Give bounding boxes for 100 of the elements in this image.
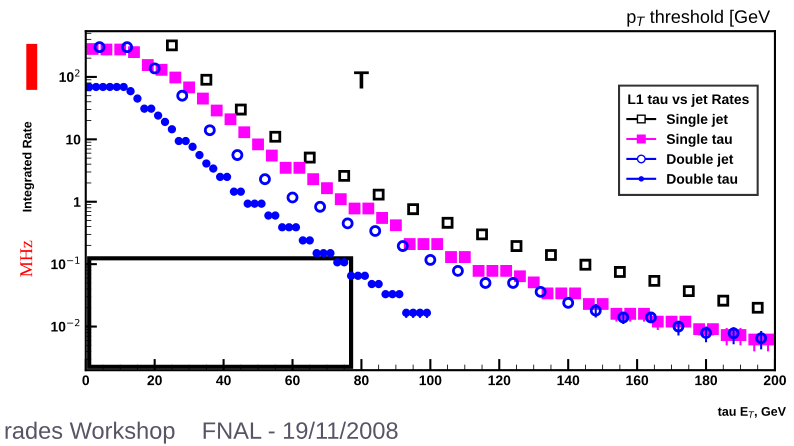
point (121, 41, 134, 54)
point (284, 223, 294, 232)
point (376, 212, 388, 224)
y-tick-label: 10$^{−1}$ (51, 256, 80, 270)
point (388, 290, 397, 298)
y-tick-label: 1 (74, 197, 81, 207)
x-tick-label: 60 (285, 375, 300, 386)
point (319, 248, 328, 258)
chart-title: p$_{T}$ threshold [GeV (627, 10, 770, 27)
x-tick-label: 40 (216, 375, 231, 386)
point (700, 327, 712, 339)
point (176, 90, 188, 102)
point (555, 287, 568, 300)
x-tick-label: 100 (420, 375, 442, 386)
point (728, 327, 740, 340)
point (569, 287, 581, 300)
point (94, 41, 106, 54)
point (294, 162, 306, 174)
point (452, 264, 464, 277)
legend-label: Single jet (666, 114, 728, 127)
point (648, 274, 660, 287)
point (418, 238, 430, 250)
y-tick-label: 10$^{2}$ (60, 69, 80, 82)
x-tick-label: 200 (764, 375, 786, 386)
point (183, 81, 196, 94)
point (342, 217, 354, 230)
point (92, 82, 100, 92)
point (210, 104, 223, 116)
annotation: T (354, 71, 369, 89)
point (445, 251, 457, 263)
point (98, 82, 108, 92)
point (257, 200, 266, 208)
point (264, 211, 273, 220)
point (381, 290, 390, 298)
point (234, 104, 247, 116)
point (269, 130, 282, 143)
x-tick-label: 80 (354, 375, 369, 386)
point (244, 200, 252, 208)
text: rades Workshop FNAL - 19/11/2008 (6, 422, 398, 444)
point (590, 304, 602, 317)
point (514, 270, 526, 282)
point (278, 223, 286, 232)
x-tick-label: 20 (147, 375, 162, 386)
point (562, 296, 574, 309)
point (133, 94, 142, 103)
point (614, 266, 626, 278)
legend-label: Single tau (666, 134, 732, 147)
legend-label: Double jet (667, 154, 734, 167)
point (407, 203, 420, 216)
point (222, 172, 232, 182)
text: MHz (20, 240, 32, 277)
point (126, 87, 135, 96)
point (472, 264, 484, 277)
point (354, 272, 362, 280)
point (195, 150, 204, 160)
point (717, 294, 730, 307)
point (209, 164, 218, 173)
point (204, 124, 216, 136)
point (672, 320, 684, 332)
point (231, 149, 244, 161)
point (166, 40, 178, 52)
point (348, 202, 360, 214)
x-tick-label: 120 (488, 375, 510, 386)
x-axis-title: tau E$_{T}$, GeV (718, 407, 786, 418)
point (534, 286, 547, 298)
point (112, 82, 121, 92)
point (340, 258, 348, 266)
point (321, 182, 333, 194)
point (545, 249, 557, 261)
point (236, 188, 245, 196)
point (298, 236, 308, 245)
x-tick-label: 140 (557, 375, 580, 386)
point (368, 280, 376, 288)
point (230, 188, 238, 196)
point (250, 200, 259, 208)
point (580, 258, 592, 271)
point (424, 254, 436, 266)
point (528, 276, 540, 288)
point (160, 118, 170, 126)
point (644, 312, 657, 324)
point (174, 136, 183, 146)
point (188, 142, 197, 151)
point (147, 104, 156, 113)
y-axis-title: Integrated Rate (22, 122, 34, 212)
point (390, 219, 402, 232)
point (486, 264, 498, 277)
point (360, 272, 370, 280)
point (333, 258, 342, 266)
point (292, 223, 300, 232)
point (507, 277, 519, 289)
point (617, 312, 630, 324)
point (286, 192, 298, 204)
legend-title: L1 tau vs jet Rates (628, 94, 749, 107)
point (306, 236, 314, 245)
point (582, 298, 595, 310)
point (271, 211, 280, 220)
point (362, 202, 374, 214)
point (119, 82, 128, 92)
point (140, 104, 148, 113)
point (374, 280, 383, 288)
